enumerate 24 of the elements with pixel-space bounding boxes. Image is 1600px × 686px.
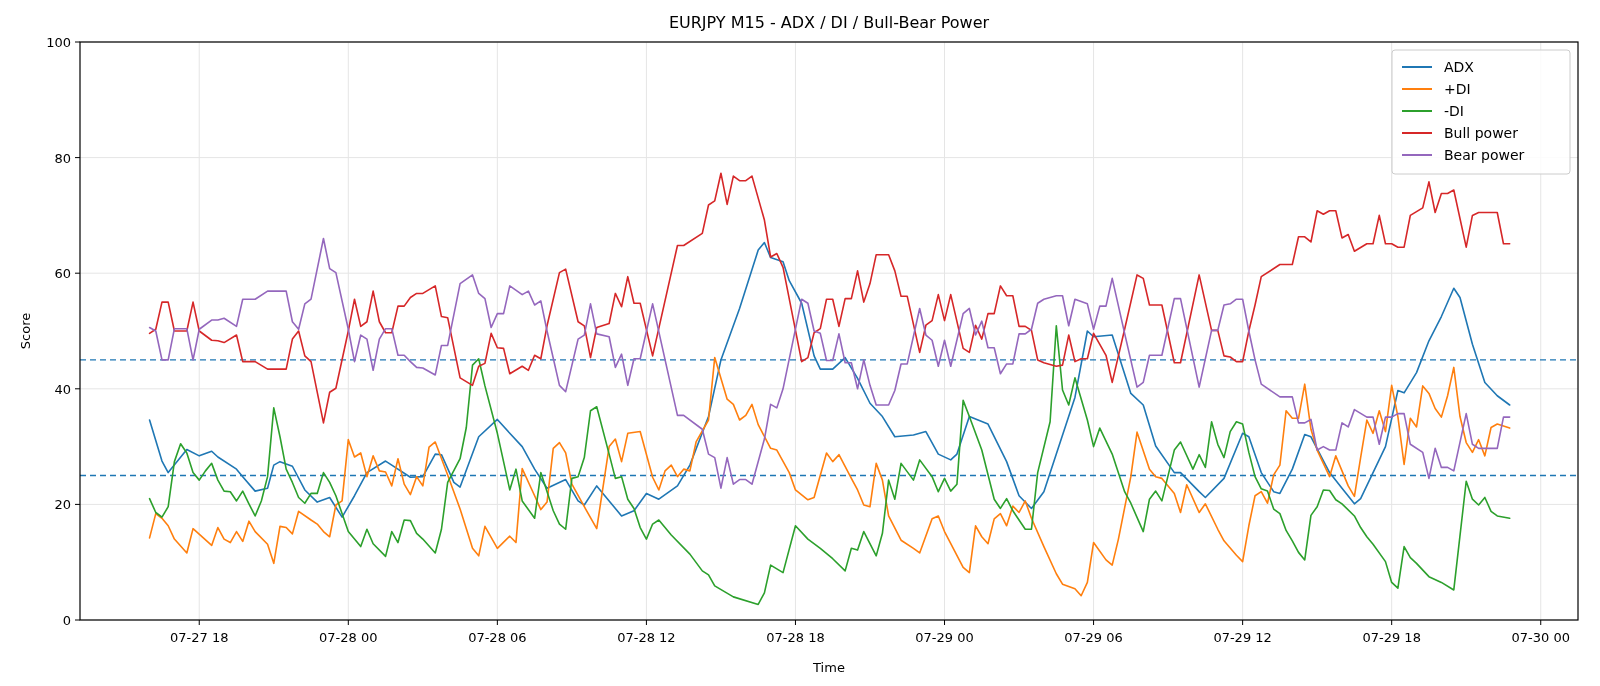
x-tick-label: 07-28 00 bbox=[319, 630, 378, 645]
y-axis-title: Score bbox=[18, 312, 33, 350]
y-tick-label: 60 bbox=[54, 266, 71, 282]
chart-title: EURJPY M15 - ADX / DI / Bull-Bear Power bbox=[668, 13, 990, 32]
x-axis-title: Time bbox=[812, 660, 845, 675]
x-tick-label: 07-27 18 bbox=[170, 630, 229, 645]
x-tick-label: 07-28 18 bbox=[766, 630, 825, 645]
y-tick-label: 40 bbox=[54, 381, 71, 397]
legend-label: +DI bbox=[1444, 81, 1471, 97]
legend-label: Bull power bbox=[1444, 125, 1519, 141]
x-tick-label: 07-28 06 bbox=[468, 630, 527, 645]
x-tick-label: 07-29 06 bbox=[1064, 630, 1123, 645]
legend-label: -DI bbox=[1444, 103, 1464, 119]
x-tick-label: 07-29 18 bbox=[1362, 630, 1421, 645]
y-tick-label: 0 bbox=[62, 613, 71, 628]
y-tick-label: 80 bbox=[54, 150, 71, 166]
x-tick-label: 07-29 12 bbox=[1213, 630, 1272, 645]
y-tick-label: 20 bbox=[54, 497, 71, 513]
legend-label: Bear power bbox=[1444, 147, 1525, 163]
x-tick-label: 07-30 00 bbox=[1511, 630, 1570, 645]
legend-label: ADX bbox=[1444, 59, 1475, 75]
x-tick-label: 07-28 12 bbox=[617, 630, 676, 645]
y-tick-label: 100 bbox=[46, 35, 71, 50]
x-tick-label: 07-29 00 bbox=[915, 630, 974, 645]
